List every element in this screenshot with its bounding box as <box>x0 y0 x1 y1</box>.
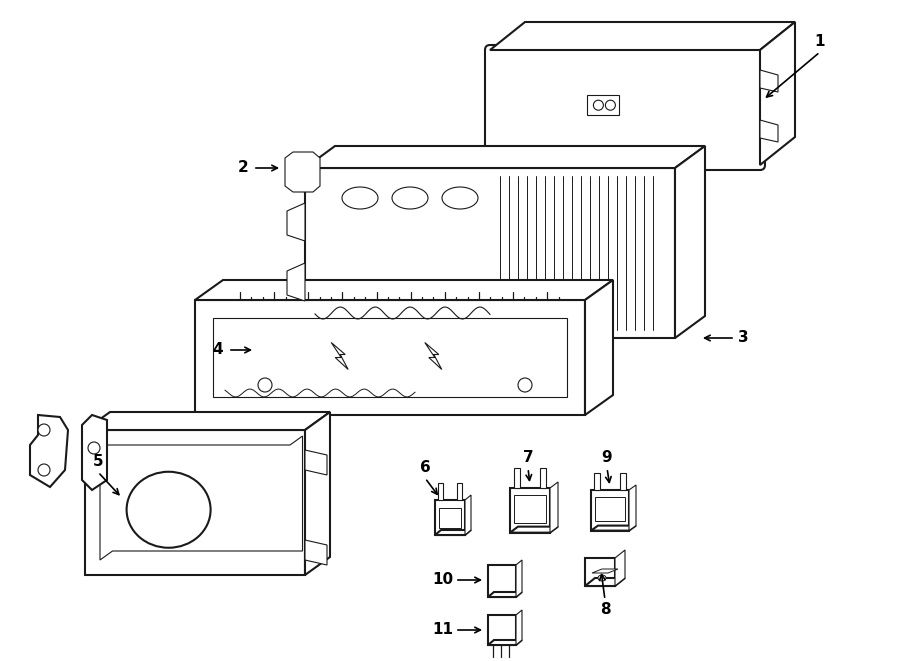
Text: 3: 3 <box>738 330 748 346</box>
Text: 5: 5 <box>93 455 104 469</box>
Text: 10: 10 <box>432 572 454 588</box>
Polygon shape <box>85 412 330 430</box>
Text: 9: 9 <box>602 451 612 465</box>
Ellipse shape <box>38 424 50 436</box>
Polygon shape <box>591 490 629 531</box>
Polygon shape <box>213 318 567 397</box>
Ellipse shape <box>258 378 272 392</box>
Bar <box>540 468 546 488</box>
Polygon shape <box>585 558 615 586</box>
Polygon shape <box>760 22 795 165</box>
Text: 7: 7 <box>523 451 534 465</box>
Polygon shape <box>465 495 471 535</box>
Polygon shape <box>510 488 550 533</box>
Polygon shape <box>585 578 625 586</box>
Polygon shape <box>675 146 705 338</box>
Polygon shape <box>425 342 442 369</box>
Polygon shape <box>550 482 558 533</box>
Bar <box>595 497 625 522</box>
Polygon shape <box>488 565 516 597</box>
Bar <box>620 473 626 490</box>
Bar <box>514 496 546 524</box>
Polygon shape <box>488 615 516 645</box>
Bar <box>438 483 443 500</box>
Polygon shape <box>435 500 465 535</box>
Bar <box>588 95 619 115</box>
Bar <box>439 508 461 527</box>
Ellipse shape <box>518 378 532 392</box>
Ellipse shape <box>342 187 378 209</box>
Polygon shape <box>760 120 778 142</box>
Polygon shape <box>305 168 675 338</box>
Polygon shape <box>305 412 330 575</box>
Polygon shape <box>488 592 522 597</box>
Bar <box>514 468 520 488</box>
Polygon shape <box>395 323 410 348</box>
Ellipse shape <box>127 472 211 548</box>
Text: 8: 8 <box>599 602 610 617</box>
Polygon shape <box>305 450 327 475</box>
Text: 6: 6 <box>419 461 430 475</box>
Polygon shape <box>591 525 636 531</box>
Polygon shape <box>490 22 795 50</box>
Polygon shape <box>592 569 618 573</box>
Polygon shape <box>30 415 68 487</box>
Polygon shape <box>435 530 471 535</box>
Polygon shape <box>585 280 613 415</box>
Bar <box>594 473 600 490</box>
Polygon shape <box>760 70 778 92</box>
Ellipse shape <box>442 187 478 209</box>
Polygon shape <box>195 280 613 300</box>
Polygon shape <box>305 146 705 168</box>
Polygon shape <box>85 430 305 575</box>
Polygon shape <box>629 485 636 531</box>
Polygon shape <box>516 560 522 597</box>
Polygon shape <box>488 640 522 645</box>
Polygon shape <box>195 300 585 415</box>
Text: 2: 2 <box>238 161 248 176</box>
Polygon shape <box>615 550 625 586</box>
Polygon shape <box>287 203 305 241</box>
Text: 1: 1 <box>814 34 825 50</box>
Ellipse shape <box>38 464 50 476</box>
Polygon shape <box>285 152 320 192</box>
Polygon shape <box>82 415 107 490</box>
Ellipse shape <box>593 100 603 110</box>
Polygon shape <box>331 342 348 369</box>
Polygon shape <box>287 263 305 301</box>
Ellipse shape <box>598 575 606 581</box>
Polygon shape <box>355 323 370 348</box>
FancyBboxPatch shape <box>485 45 765 170</box>
Text: 4: 4 <box>212 342 223 358</box>
Ellipse shape <box>392 187 428 209</box>
Ellipse shape <box>88 442 100 454</box>
Polygon shape <box>516 610 522 645</box>
Polygon shape <box>510 527 558 533</box>
Ellipse shape <box>606 100 616 110</box>
Polygon shape <box>305 540 327 565</box>
Text: 11: 11 <box>433 623 454 637</box>
Bar <box>457 483 462 500</box>
Polygon shape <box>100 436 302 560</box>
